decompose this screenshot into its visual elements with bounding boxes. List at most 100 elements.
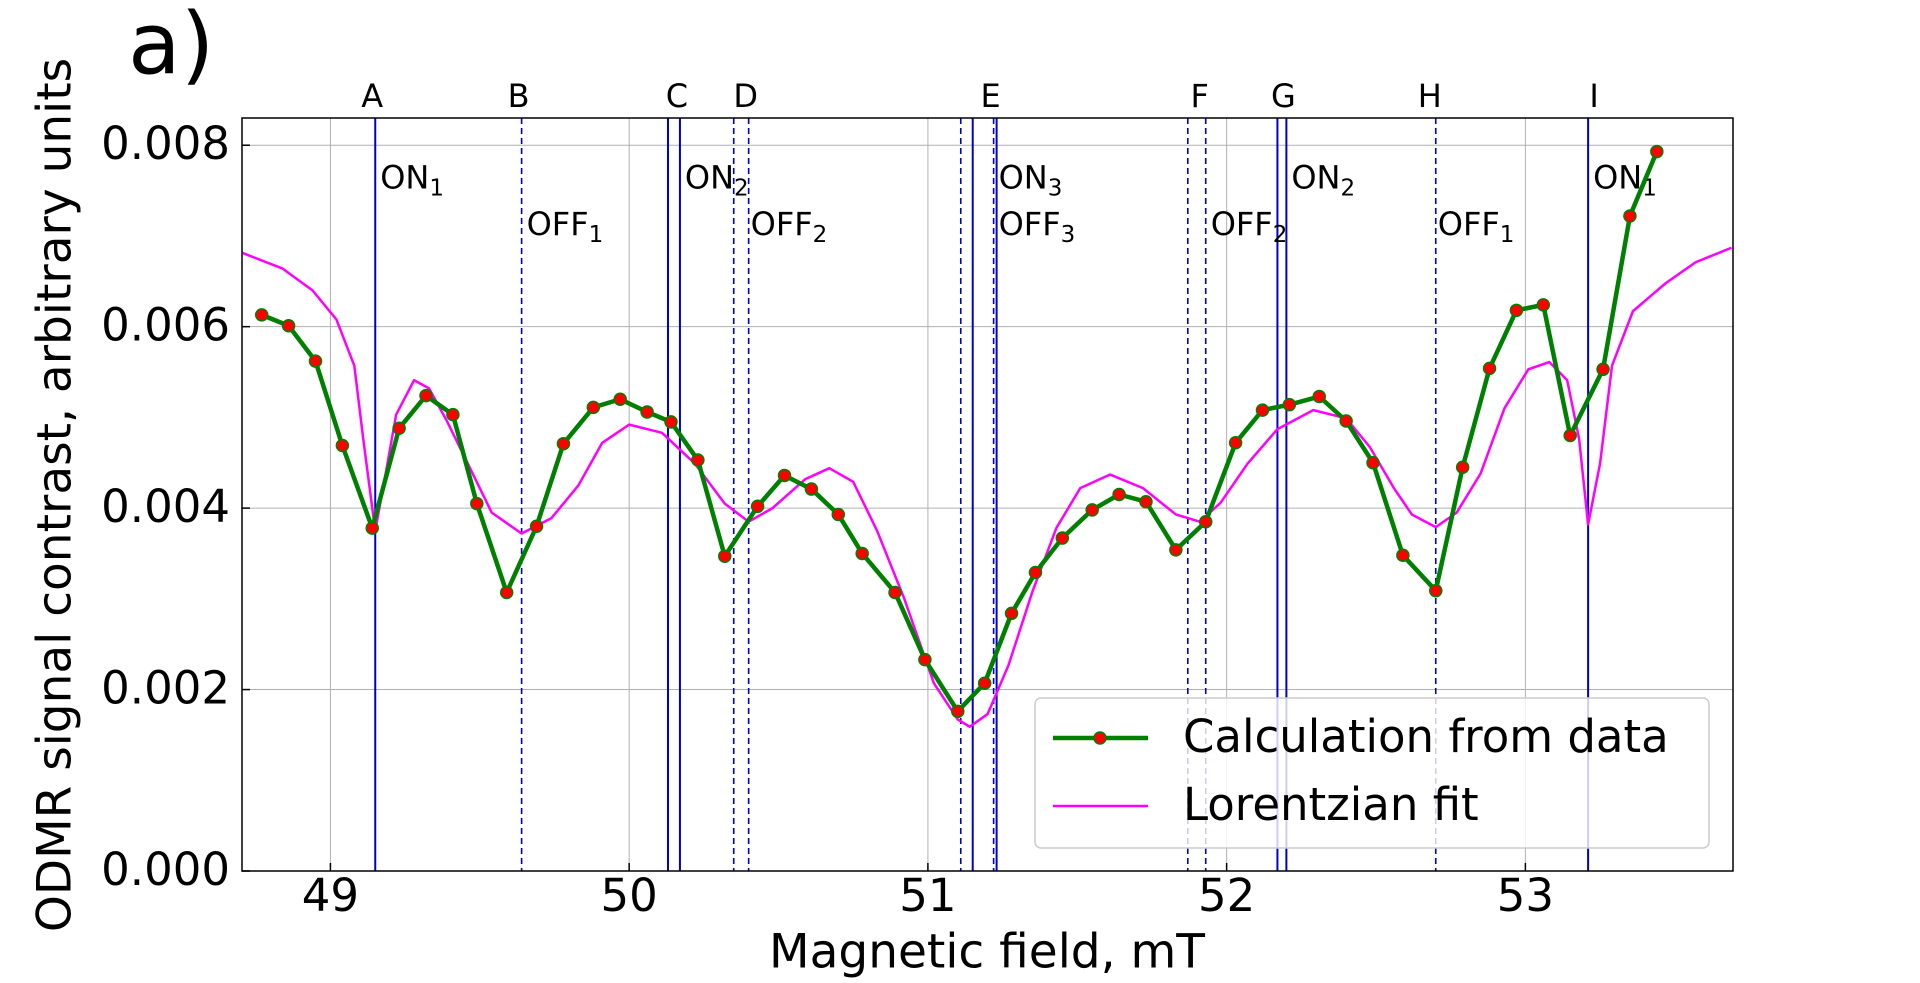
data-point <box>1366 455 1380 470</box>
line-letter: F <box>1191 77 1209 115</box>
line-letter: G <box>1271 77 1296 115</box>
plot-area <box>242 144 1732 729</box>
x-tick-label: 50 <box>601 869 658 922</box>
data-point <box>1509 303 1524 318</box>
annotation-text: OFF <box>527 205 589 243</box>
annotation-text: ON <box>999 159 1048 197</box>
data-point <box>664 415 678 429</box>
data-point <box>804 482 819 496</box>
x-axis-label: Magnetic field, mT <box>769 925 1205 980</box>
data-point <box>1169 543 1183 557</box>
data-point <box>529 519 544 534</box>
data-point <box>392 421 406 436</box>
data-point <box>1536 298 1551 312</box>
data-point <box>831 507 846 522</box>
y-tick-label: 0.000 <box>101 843 230 896</box>
x-tick-label: 49 <box>302 869 359 922</box>
annotation: ON3 <box>999 159 1063 202</box>
data-point <box>1596 362 1610 377</box>
data-point <box>951 704 965 719</box>
series-line <box>242 246 1732 729</box>
data-point <box>855 546 869 561</box>
data-point <box>777 468 792 483</box>
annotation-sub: 1 <box>429 175 444 201</box>
data-point <box>470 496 484 511</box>
line-letter: B <box>508 77 530 115</box>
annotation: ON2 <box>1291 159 1355 202</box>
annotation: OFF1 <box>1438 205 1515 248</box>
y-tick-label: 0.002 <box>101 662 230 715</box>
data-point <box>1339 414 1353 428</box>
y-tick-label: 0.004 <box>101 480 230 533</box>
data-point <box>888 585 902 600</box>
annotation: OFF2 <box>751 205 828 248</box>
data-point <box>1198 514 1213 529</box>
annotation-text: OFF <box>1438 205 1500 243</box>
data-point <box>1028 565 1043 580</box>
legend-label: Lorentzian fit <box>1183 778 1479 831</box>
data-point <box>1312 389 1326 404</box>
annotation-text: OFF <box>751 205 813 243</box>
annotation-text: OFF <box>1211 205 1273 243</box>
data-point <box>718 549 732 563</box>
line-letter: I <box>1589 77 1598 115</box>
annotation-sub: 1 <box>589 221 604 247</box>
annotation-sub: 1 <box>1500 221 1515 247</box>
data-point <box>1004 606 1019 621</box>
data-point <box>1139 495 1153 509</box>
data-point <box>281 319 296 333</box>
line-letter: D <box>733 77 758 115</box>
annotation-sub: 2 <box>1340 175 1355 201</box>
legend-label: Calculation from data <box>1183 710 1669 763</box>
line-letter: H <box>1418 77 1442 115</box>
annotation-sub: 2 <box>1273 221 1288 247</box>
data-point <box>1228 436 1243 450</box>
data-point <box>1255 403 1270 417</box>
annotation-sub: 2 <box>734 175 749 201</box>
plot-frame <box>241 117 1734 872</box>
annotation-text: ON <box>1593 159 1642 197</box>
annotation: OFF3 <box>999 205 1076 248</box>
annotation: ON2 <box>685 159 749 202</box>
y-axis-label: ODMR signal contrast, arbitrary units <box>28 58 83 932</box>
annotation-text: ON <box>685 159 734 197</box>
x-tick-label: 53 <box>1497 869 1554 922</box>
x-tick-label: 52 <box>1198 869 1255 922</box>
data-point <box>446 407 460 422</box>
data-point <box>499 585 514 600</box>
data-point <box>640 405 654 419</box>
panel-label: a) <box>128 0 214 94</box>
data-point <box>1429 583 1443 598</box>
data-point <box>1396 548 1410 563</box>
annotation-sub: 3 <box>1048 175 1063 201</box>
legend-box <box>1034 697 1710 849</box>
data-point <box>1085 503 1099 517</box>
legend-marker <box>1093 731 1107 745</box>
annotation: OFF1 <box>527 205 604 248</box>
annotation-text: OFF <box>999 205 1061 243</box>
annotation-sub: 3 <box>1061 221 1076 247</box>
data-point <box>308 354 323 368</box>
annotation-text: ON <box>380 159 429 197</box>
data-point <box>691 453 705 467</box>
data-point <box>586 400 601 415</box>
line-letter: E <box>981 77 1001 115</box>
data-point <box>1650 144 1664 159</box>
data-point <box>1455 460 1470 475</box>
y-tick-label: 0.006 <box>101 299 230 352</box>
data-point <box>254 308 269 322</box>
annotation: OFF2 <box>1211 205 1288 248</box>
annotation-sub: 2 <box>813 221 828 247</box>
annotation: ON1 <box>1593 159 1657 202</box>
data-point <box>335 438 350 453</box>
data-point <box>613 392 627 406</box>
y-tick-label: 0.008 <box>101 117 230 170</box>
annotation: ON1 <box>380 159 444 202</box>
data-point <box>977 676 992 690</box>
line-letter: C <box>666 77 688 115</box>
data-point <box>918 652 932 667</box>
data-point <box>365 521 379 535</box>
data-point <box>1563 428 1577 443</box>
data-point <box>1482 361 1497 376</box>
